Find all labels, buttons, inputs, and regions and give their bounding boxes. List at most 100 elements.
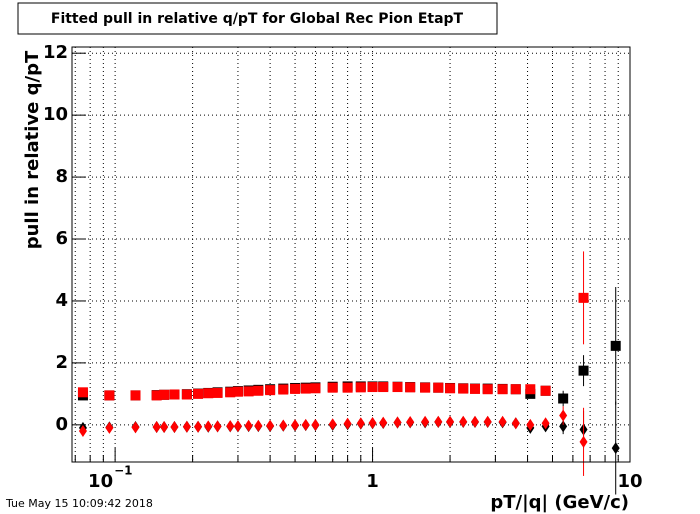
marker-square [169,389,180,400]
marker-diamond [301,418,310,431]
marker-diamond [471,415,480,428]
marker-square [558,393,569,404]
marker-diamond [559,420,568,433]
marker-square [151,390,162,401]
y-tick-label: 12 [43,42,68,63]
marker-square [77,387,88,398]
marker-diamond [421,415,430,428]
x-axis-label: pT/|q| (GeV/c) [490,492,629,513]
marker-square [578,292,589,303]
marker-square [497,384,508,395]
marker-square [159,389,170,400]
marker-square [212,387,223,398]
marker-diamond [291,419,300,432]
marker-square [253,385,264,396]
marker-square [578,365,589,376]
marker-diamond [78,425,87,438]
marker-diamond [434,415,443,428]
marker-diamond [356,417,365,430]
marker-square [300,383,311,394]
marker-diamond [611,442,620,455]
marker-diamond [233,420,242,433]
marker-square [392,382,403,393]
y-tick-label: 2 [55,352,68,373]
y-tick-label: 4 [55,290,68,311]
y-tick-label: 6 [55,228,68,249]
x-tick-label: 10 [617,471,642,492]
marker-square [327,382,338,393]
marker-diamond [526,418,535,431]
y-tick-label: 10 [43,104,68,125]
marker-diamond [459,415,468,428]
x-tick-label: 10 [88,471,113,492]
marker-diamond [152,421,161,434]
marker-diamond [244,419,253,432]
marker-square [193,388,204,399]
marker-square [342,382,353,393]
marker-diamond [160,421,169,434]
marker-square [540,385,551,396]
marker-diamond [194,420,203,433]
marker-diamond [579,435,588,448]
marker-diamond [446,415,455,428]
marker-diamond [204,420,213,433]
marker-diamond [170,421,179,434]
marker-square [290,383,301,394]
marker-diamond [311,418,320,431]
marker-diamond [105,421,114,434]
marker-square [525,384,536,395]
timestamp: Tue May 15 10:09:42 2018 [5,497,153,510]
marker-square [445,383,456,394]
marker-square [458,383,469,394]
marker-diamond [393,416,402,429]
marker-square [482,384,493,395]
marker-square [355,382,366,393]
marker-square [405,382,416,393]
marker-diamond [182,420,191,433]
frame [71,46,631,463]
marker-square [510,384,521,395]
marker-square [610,340,621,351]
y-tick-label: 0 [55,414,68,435]
marker-diamond [406,416,415,429]
marker-diamond [379,416,388,429]
marker-square [367,382,378,393]
marker-square [265,385,276,396]
marker-diamond [131,421,140,434]
marker-diamond [559,409,568,422]
marker-diamond [279,419,288,432]
title-box [17,2,498,35]
y-tick-label: 8 [55,166,68,187]
marker-diamond [328,418,337,431]
x-tick-exponent: −1 [114,464,132,478]
marker-diamond [483,415,492,428]
marker-diamond [254,419,263,432]
marker-square [243,386,254,397]
chart-title: Fitted pull in relative q/pT for Global … [51,11,464,27]
marker-square [420,382,431,393]
marker-square [232,386,243,397]
marker-square [181,389,192,400]
marker-square [278,384,289,395]
y-axis-label: pull in relative q/pT [22,50,43,249]
marker-square [203,388,214,399]
marker-diamond [541,417,550,430]
marker-diamond [511,417,520,430]
marker-square [104,390,115,401]
marker-square [470,383,481,394]
marker-square [433,382,444,393]
marker-diamond [368,416,377,429]
marker-diamond [266,419,275,432]
marker-diamond [213,420,222,433]
marker-diamond [226,420,235,433]
marker-diamond [343,417,352,430]
marker-square [378,382,389,393]
marker-square [310,383,321,394]
marker-square [130,390,141,401]
marker-diamond [498,415,507,428]
marker-square [225,387,236,398]
x-tick-label: 1 [366,471,379,492]
